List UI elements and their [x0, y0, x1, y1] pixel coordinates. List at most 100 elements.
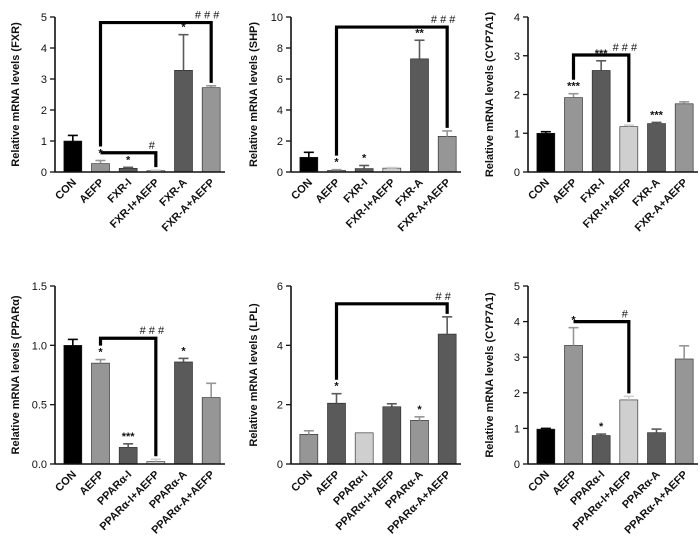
category-label: CON	[53, 177, 79, 203]
y-tick-label: 5	[514, 281, 520, 293]
chart-panel-4: Relative mRNA levels (PPARα) 0.0 0.5 1.0 1.5…	[10, 281, 225, 536]
y-axis-label: Relative mRNA levels (CYP7A1)	[484, 12, 496, 178]
bar	[437, 333, 457, 465]
y-tick-label: 4	[277, 105, 283, 117]
y-axis-label: Relative mRNA levels (CYP7A1)	[484, 292, 496, 458]
significance-mark: *	[334, 157, 339, 169]
chart-panel-3: Relative mRNA levels (CYP7A1) 0 1 2 3 4 CON ***…	[484, 12, 698, 234]
bar	[201, 87, 221, 173]
comparison-bracket	[100, 151, 158, 168]
y-tick-label: 1	[41, 136, 47, 148]
y-tick-label: 2	[277, 136, 283, 148]
bar	[63, 345, 83, 465]
y-tick-label: 4	[514, 317, 520, 329]
bar	[327, 402, 346, 465]
chart-panel-1: Relative mRNA levels (FXR) 0 1 2 3 4 5 CON * AEFP…	[10, 10, 225, 234]
bar	[354, 432, 374, 465]
y-tick-label: 5	[41, 12, 47, 24]
category-label: CON	[289, 177, 315, 203]
comparison-bracket	[98, 20, 213, 147]
chart-panel-2: Relative mRNA levels (SHP) 0 2 4 6 8 10 CON * AEF…	[248, 12, 461, 234]
bracket-label: # #	[436, 291, 452, 303]
significance-mark: ***	[650, 109, 664, 121]
bar	[674, 358, 694, 465]
category-label: FXR-I+AEFP	[108, 177, 162, 231]
bracket-label: # # #	[431, 14, 456, 26]
bar	[118, 447, 138, 465]
significance-mark: *	[362, 152, 367, 164]
category-label: CON	[289, 469, 315, 495]
comparison-bracket	[571, 53, 631, 123]
y-tick-label: 3	[41, 74, 47, 86]
category-label: CON	[526, 469, 552, 495]
category-label: CON	[53, 469, 79, 495]
y-tick-label: 1	[514, 423, 520, 435]
y-tick-label: 3	[514, 51, 520, 63]
bar	[647, 432, 666, 465]
bar	[619, 399, 639, 465]
bar	[299, 434, 319, 465]
bar	[201, 397, 221, 465]
y-axis-label: Relative mRNA levels (FXR)	[10, 22, 22, 167]
bar	[63, 140, 83, 173]
y-axis-label: Relative mRNA levels (SHP)	[248, 22, 260, 167]
y-tick-label: 3	[514, 352, 520, 364]
chart-panel-6: Relative mRNA levels (CYP7A1)012345CON*A…	[484, 281, 698, 536]
bracket-label: # # #	[613, 42, 638, 54]
bar	[536, 132, 556, 173]
comparison-bracket	[573, 320, 631, 394]
chart-panel-5: Relative mRNA levels (LPL)0246CON*AEFPPP…	[248, 281, 461, 536]
category-label: FXR-I+AEFP	[344, 177, 398, 231]
bracket-label: # # #	[140, 325, 165, 337]
significance-mark: *	[599, 421, 604, 433]
bar	[674, 103, 694, 173]
y-axis-label: Relative mRNA levels (LPL)	[248, 303, 260, 447]
bar	[564, 345, 583, 465]
bar	[91, 163, 110, 173]
category-label: FXR-I+AEFP	[581, 177, 635, 231]
bar	[536, 428, 556, 465]
significance-mark: *	[181, 345, 186, 357]
bar	[299, 156, 319, 173]
y-tick-label: 0	[41, 167, 47, 179]
y-tick-label: 0	[514, 459, 520, 471]
y-tick-label: 4	[41, 43, 47, 55]
y-tick-label: 2	[277, 400, 283, 412]
comparison-bracket	[334, 25, 449, 156]
y-tick-label: 1.0	[32, 340, 47, 352]
significance-mark: *	[98, 347, 103, 359]
bar	[382, 406, 402, 465]
bar	[410, 420, 429, 465]
y-tick-label: 0	[277, 167, 283, 179]
significance-mark: *	[181, 22, 186, 34]
significance-mark: *	[126, 154, 131, 166]
y-tick-label: 1.5	[32, 281, 47, 293]
y-tick-label: 2	[514, 90, 520, 102]
category-label: AEFP	[77, 177, 106, 206]
bar	[174, 361, 193, 465]
y-tick-label: 6	[277, 281, 283, 293]
bar	[91, 362, 110, 465]
category-label: CON	[526, 177, 552, 203]
y-axis-label: Relative mRNA levels (PPARα)	[10, 295, 22, 454]
y-tick-label: 1	[514, 128, 520, 140]
category-label: AEFP	[550, 177, 579, 206]
y-tick-label: 2	[514, 388, 520, 400]
y-tick-label: 2	[41, 105, 47, 117]
comparison-bracket	[334, 302, 449, 380]
significance-mark: **	[415, 27, 424, 39]
bar	[591, 435, 611, 465]
bar	[174, 70, 193, 173]
bar	[591, 70, 611, 173]
significance-mark: ***	[122, 431, 136, 443]
y-tick-label: 6	[277, 74, 283, 86]
bar	[619, 126, 639, 173]
y-tick-label: 0	[514, 167, 520, 179]
bracket-label: # # #	[195, 10, 220, 22]
bar	[647, 123, 666, 173]
bar	[564, 97, 583, 173]
category-label: AEFP	[313, 177, 342, 206]
bar	[437, 136, 457, 173]
y-tick-label: 10	[271, 12, 283, 24]
